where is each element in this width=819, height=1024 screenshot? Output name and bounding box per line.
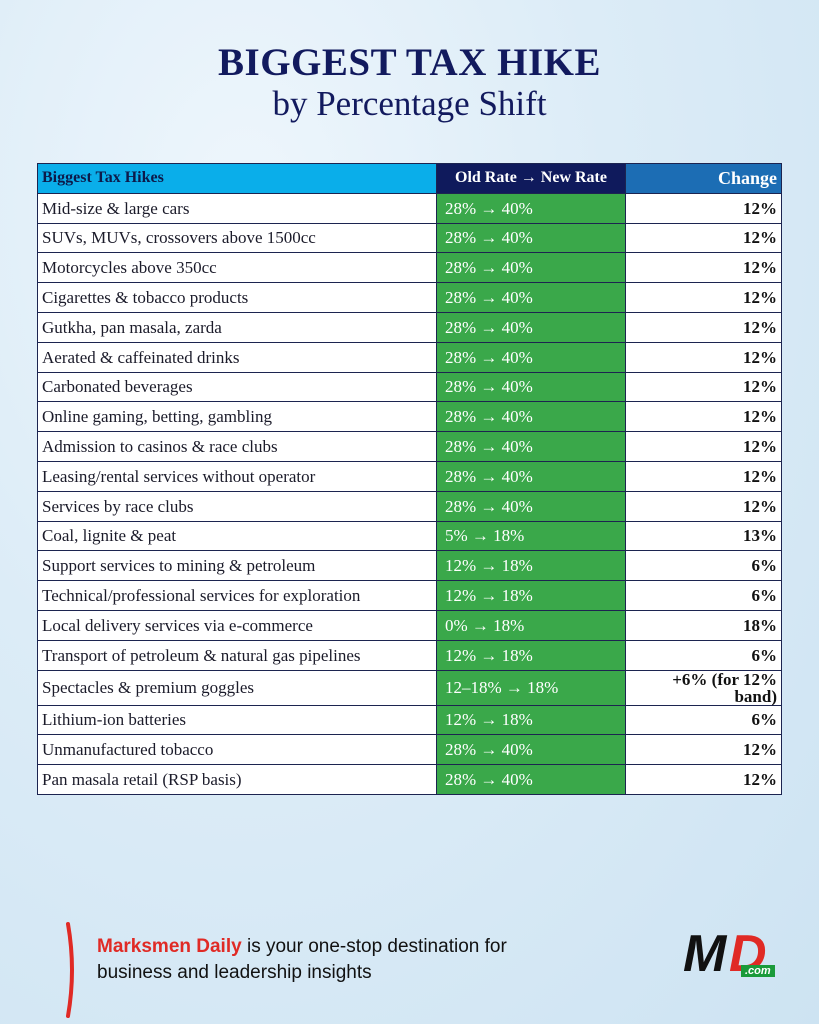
table-cell: Carbonated beverages — [37, 371, 437, 403]
subtitle: by Percentage Shift — [272, 84, 547, 123]
table-cell: 28% → 40% — [436, 431, 626, 462]
table-cell: Services by race clubs — [37, 490, 437, 522]
table-cell: 12% — [625, 371, 782, 403]
column-header: Change — [625, 163, 782, 194]
table-row: Online gaming, betting, gambling 28% → 40… — [37, 401, 782, 433]
table-cell: +6% (for 12% band) — [625, 669, 782, 706]
column-header: Old Rate → New Rate — [436, 163, 626, 194]
table-row: Carbonated beverages 28% → 40% 12% — [37, 371, 782, 403]
table-body: Mid-size & large cars 28% → 40% 12% SUVs, M… — [37, 192, 782, 795]
table-cell: Transport of petroleum & natural gas pip… — [37, 639, 437, 671]
table-row: Support services to mining & petroleum 12… — [37, 550, 782, 582]
footer: Marksmen Daily is your one-stop destinat… — [97, 934, 507, 986]
table-cell: 12% — [625, 252, 782, 284]
logo-com: .com — [741, 965, 775, 977]
table-cell: 28% → 40% — [436, 341, 626, 373]
table-cell: 12% — [625, 490, 782, 522]
table-row: Transport of petroleum & natural gas pip… — [37, 639, 782, 671]
table-cell: Support services to mining & petroleum — [37, 550, 437, 582]
table-cell: Admission to casinos & race clubs — [37, 431, 437, 462]
table-cell: 28% → 40% — [436, 192, 626, 224]
table-row: Unmanufactured tobacco 28% → 40% 12% — [37, 734, 782, 766]
table-row: Admission to casinos & race clubs 28% → 4… — [37, 431, 782, 462]
table-row: Mid-size & large cars 28% → 40% 12% — [37, 192, 782, 224]
accent-line — [66, 922, 74, 1018]
table-cell: 12% → 18% — [436, 704, 626, 736]
table-cell: 28% → 40% — [436, 311, 626, 343]
table-cell: 28% → 40% — [436, 490, 626, 522]
table-cell: Unmanufactured tobacco — [37, 734, 437, 766]
table-cell: Gutkha, pan masala, zarda — [37, 311, 437, 343]
table-row: Technical/professional services for expl… — [37, 580, 782, 611]
table-cell: 12–18% → 18% — [436, 669, 626, 706]
table-cell: 28% → 40% — [436, 282, 626, 313]
table-cell: 0% → 18% — [436, 609, 626, 641]
table-cell: 13% — [625, 520, 782, 552]
table-row: Coal, lignite & peat 5% → 18% 13% — [37, 520, 782, 552]
table-cell: 12% — [625, 192, 782, 224]
table-cell: 12% → 18% — [436, 580, 626, 611]
table-cell: 12% — [625, 460, 782, 492]
footer-text: is your one-stop destination for — [241, 936, 507, 957]
table-cell: 12% — [625, 734, 782, 766]
table-cell: 12% — [625, 431, 782, 462]
table-row: Pan masala retail (RSP basis) 28% → 40% 12… — [37, 764, 782, 795]
table-cell: 28% → 40% — [436, 222, 626, 254]
table-cell: 12% → 18% — [436, 550, 626, 582]
table-cell: 18% — [625, 609, 782, 641]
table-cell: Coal, lignite & peat — [37, 520, 437, 552]
table-cell: SUVs, MUVs, crossovers above 1500cc — [37, 222, 437, 254]
table-row: Lithium-ion batteries 12% → 18% 6% — [37, 704, 782, 736]
table-cell: Local delivery services via e-commerce — [37, 609, 437, 641]
table-cell: 5% → 18% — [436, 520, 626, 552]
table-row: Aerated & caffeinated drinks 28% → 40% 12% — [37, 341, 782, 373]
table-cell: 12% → 18% — [436, 639, 626, 671]
table-cell: 28% → 40% — [436, 734, 626, 766]
table-cell: 28% → 40% — [436, 460, 626, 492]
table-row: SUVs, MUVs, crossovers above 1500cc 28% →… — [37, 222, 782, 254]
table-cell: 12% — [625, 341, 782, 373]
table-row: Gutkha, pan masala, zarda 28% → 40% 12% — [37, 311, 782, 343]
table-cell: Cigarettes & tobacco products — [37, 282, 437, 313]
table-cell: 6% — [625, 639, 782, 671]
table-cell: 6% — [625, 580, 782, 611]
table-cell: 12% — [625, 282, 782, 313]
table-cell: Lithium-ion batteries — [37, 704, 437, 736]
table-cell: 12% — [625, 401, 782, 433]
table-cell: Aerated & caffeinated drinks — [37, 341, 437, 373]
table-cell: 12% — [625, 764, 782, 795]
table-cell: Spectacles & premium goggles — [37, 669, 437, 706]
table-cell: Motorcycles above 350cc — [37, 252, 437, 284]
table-cell: 12% — [625, 311, 782, 343]
logo: M D .com — [683, 925, 788, 985]
tax-table: Biggest Tax Hikes Old Rate → New Rate Chan… — [37, 163, 782, 795]
table-cell: 28% → 40% — [436, 252, 626, 284]
title: BIGGEST TAX HIKE — [218, 41, 601, 84]
table-row: Local delivery services via e-commerce 0%… — [37, 609, 782, 641]
table-cell: 6% — [625, 550, 782, 582]
column-header: Biggest Tax Hikes — [37, 163, 437, 194]
header-row: Biggest Tax Hikes Old Rate → New Rate Chan… — [37, 163, 782, 194]
table-cell: 12% — [625, 222, 782, 254]
table-cell: 28% → 40% — [436, 764, 626, 795]
table-cell: Leasing/rental services without operator — [37, 460, 437, 492]
table-row: Services by race clubs 28% → 40% 12% — [37, 490, 782, 522]
brand: Marksmen Daily — [97, 936, 242, 957]
table-row: Leasing/rental services without operator… — [37, 460, 782, 492]
table-row: Spectacles & premium goggles 12–18% → 18%… — [37, 669, 782, 706]
table-cell: 28% → 40% — [436, 401, 626, 433]
logo-m: M — [683, 925, 727, 983]
table-cell: 28% → 40% — [436, 371, 626, 403]
table-row: Cigarettes & tobacco products 28% → 40% 12… — [37, 282, 782, 313]
table-cell: Online gaming, betting, gambling — [37, 401, 437, 433]
table-row: Motorcycles above 350cc 28% → 40% 12% — [37, 252, 782, 284]
table-cell: Pan masala retail (RSP basis) — [37, 764, 437, 795]
table-cell: 6% — [625, 704, 782, 736]
table-cell: Mid-size & large cars — [37, 192, 437, 224]
table-cell: Technical/professional services for expl… — [37, 580, 437, 611]
footer-text: business and leadership insights — [97, 962, 372, 983]
